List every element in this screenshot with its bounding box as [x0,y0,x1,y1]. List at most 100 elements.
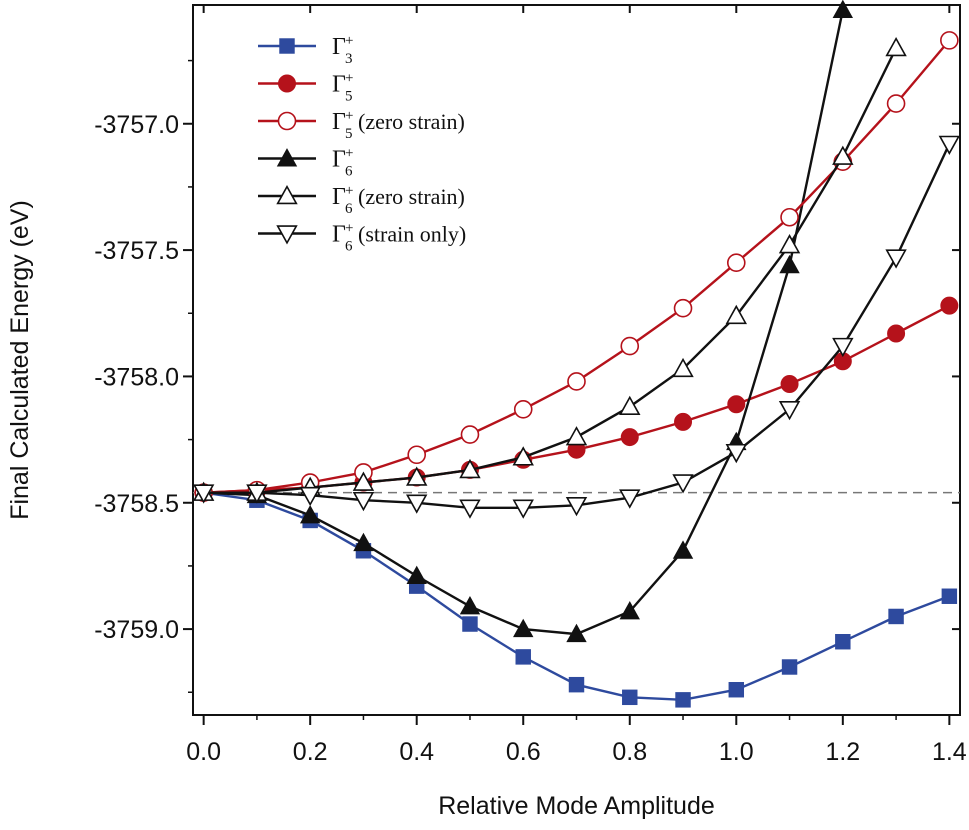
data-point [353,532,374,552]
data-point [512,446,534,466]
data-point [513,618,534,638]
x-tick-label: 0.8 [612,738,647,766]
data-point [462,616,478,632]
y-tick-label: -3757.0 [94,111,179,139]
data-point [940,296,959,315]
data-point [728,682,745,698]
data-point [460,425,480,444]
data-point [567,372,586,391]
y-tick-label: -3758.5 [94,490,179,518]
data-point [512,499,534,519]
data-point [299,486,321,507]
data-point [192,484,215,504]
data-point [566,623,587,643]
data-point [622,689,638,706]
data-point [886,94,906,113]
data-point [619,489,641,509]
data-point [406,565,427,585]
data-point [565,497,588,517]
y-tick-label: -3757.5 [94,237,179,265]
data-point [619,601,640,620]
data-point [673,298,693,318]
data-point [407,445,427,465]
data-point [780,375,799,394]
data-point [565,426,588,446]
data-point [405,494,428,514]
x-tick-label: 1.2 [825,738,860,766]
data-point [940,31,959,50]
x-tick-label: 0.4 [399,738,434,766]
data-point [672,540,694,559]
data-point [352,491,375,512]
series-line [203,39,951,494]
legend-label: Γ3+ [332,33,353,67]
legend-label: Γ6+ (strain only) [332,221,466,255]
x-tick-label: 0.2 [293,738,328,766]
data-point [568,676,585,693]
data-point [780,207,799,227]
data-point [832,337,854,358]
data-point [675,692,691,708]
series-line [203,9,844,636]
x-tick-label: 1.4 [932,738,967,766]
legend-label: Γ5+ (zero strain) [332,108,465,142]
data-point [459,595,481,615]
series-1 [195,484,958,708]
legend-entry-4: Γ6+ [258,146,353,180]
series-5 [192,36,907,501]
data-point [405,466,428,486]
series-2 [194,296,959,502]
legend-label: Γ6+ [332,146,353,180]
legend-entry-2: Γ5+ [258,71,353,105]
data-point [727,395,746,414]
x-tick-label: 0.6 [506,738,541,766]
y-axis-title: Final Calculated Energy (eV) [6,200,34,520]
data-point [832,145,854,165]
data-point [619,395,641,416]
data-point [778,234,801,254]
data-point [938,135,961,155]
data-point [725,443,748,464]
data-point [778,400,801,421]
data-point [672,357,694,378]
legend-marker [277,111,297,131]
series-line [203,304,950,494]
data-point [726,253,746,273]
y-tick-label: -3758.0 [94,363,179,391]
series-4 [193,0,854,643]
data-point [620,428,639,447]
legend-label: Γ5+ [332,71,353,105]
legend-entry-1: Γ3+ [258,33,353,67]
legend-marker [276,185,298,205]
legend-marker [279,38,295,54]
data-point [299,505,321,524]
data-point [781,659,798,675]
legend-entry-6: Γ6+ (strain only) [258,221,466,255]
data-point [888,608,904,625]
data-point [941,588,958,604]
series-6 [192,135,961,519]
data-point [885,36,907,57]
legend-marker [278,74,296,93]
data-point [352,471,375,491]
data-point [779,254,800,274]
data-point [835,634,851,650]
legend-label: Γ6+ (zero strain) [332,183,465,217]
legend-entry-3: Γ5+ (zero strain) [258,108,465,142]
data-point [674,412,693,431]
data-point [832,0,854,19]
legend-marker [276,225,298,245]
data-point [513,399,533,419]
data-point [515,649,531,665]
y-tick-label: -3759.0 [94,616,179,644]
data-point [620,336,640,356]
data-point [459,499,481,519]
x-axis-title: Relative Mode Amplitude [438,792,715,820]
legend-entry-5: Γ6+ (zero strain) [258,183,465,217]
data-point [459,458,481,479]
data-point [885,249,907,269]
data-point [887,324,906,343]
series-line [203,47,898,494]
legend-marker [276,148,298,167]
